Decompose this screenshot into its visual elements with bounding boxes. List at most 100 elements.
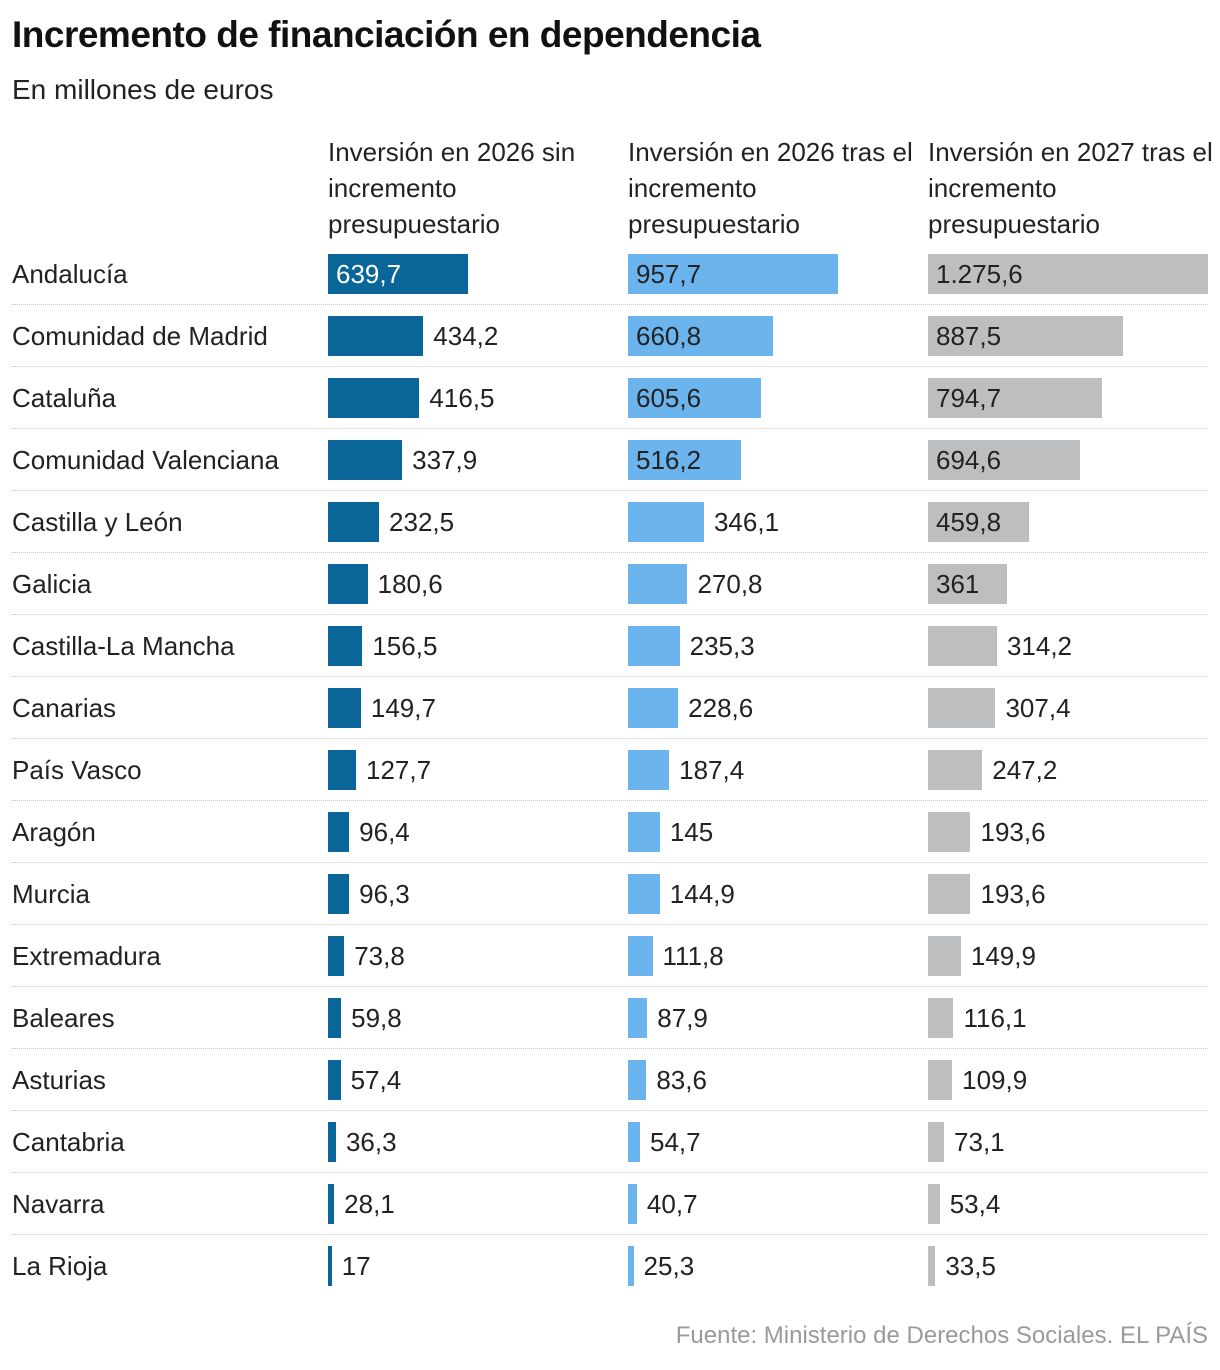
bar: [928, 998, 954, 1038]
row-separator: [12, 676, 1208, 677]
bar: [628, 936, 653, 976]
category-label: Asturias: [12, 1065, 106, 1095]
row-separator: [12, 614, 1208, 615]
value-label: 660,8: [636, 321, 702, 351]
bar: [328, 440, 403, 480]
row-separator: [12, 304, 1208, 305]
category-label: Castilla y León: [12, 507, 183, 537]
value-label: 1.275,6: [936, 259, 1023, 289]
category-label: Andalucía: [12, 259, 128, 289]
bar: [928, 378, 1103, 418]
bar: [328, 502, 380, 542]
bar: [628, 378, 761, 418]
value-label: 459,8: [936, 507, 1002, 537]
value-label: 156,5: [372, 631, 438, 661]
bar: [328, 812, 350, 852]
bar: [328, 1184, 335, 1224]
value-label: 149,9: [970, 941, 1036, 971]
value-label: 40,7: [646, 1189, 698, 1219]
value-label: 57,4: [350, 1065, 402, 1095]
category-label: Baleares: [12, 1003, 115, 1033]
value-label: 346,1: [713, 507, 780, 537]
bar: [928, 812, 971, 852]
bar: [928, 502, 1029, 542]
bar: [928, 750, 983, 790]
category-label: Cantabria: [12, 1127, 125, 1157]
value-label: 36,3: [345, 1127, 397, 1157]
value-label: 247,2: [992, 755, 1058, 785]
value-label: 270,8: [697, 569, 763, 599]
category-label: Navarra: [12, 1189, 105, 1219]
value-label: 59,8: [351, 1003, 402, 1033]
bar: [928, 626, 997, 666]
value-label: 639,7: [336, 259, 402, 289]
value-label: 83,6: [656, 1065, 707, 1095]
row-separator: [12, 800, 1208, 801]
bar: [628, 564, 688, 604]
bar: [328, 998, 342, 1038]
bar: [328, 254, 469, 294]
value-label: 53,4: [949, 1189, 1001, 1219]
value-label: 314,2: [1006, 631, 1073, 661]
value-label: 116,1: [963, 1003, 1027, 1033]
bar: [928, 936, 961, 976]
value-label: 109,9: [962, 1065, 1028, 1095]
value-label: 605,6: [636, 383, 702, 413]
value-label: 96,4: [359, 817, 410, 847]
row-separator: [12, 1048, 1208, 1049]
bar: [628, 502, 704, 542]
bar: [928, 1122, 945, 1162]
value-label: 361: [936, 569, 980, 599]
bar: [328, 564, 368, 604]
value-label: 694,6: [936, 445, 1002, 475]
bar: [328, 316, 424, 356]
category-label: La Rioja: [12, 1251, 108, 1281]
bar: [628, 874, 660, 914]
category-label: Murcia: [12, 879, 91, 909]
category-label: Extremadura: [12, 941, 161, 971]
value-label: 228,6: [688, 693, 754, 723]
row-separator: [12, 366, 1208, 367]
value-label: 54,7: [650, 1127, 701, 1157]
bar: [628, 440, 742, 480]
row-separator: [12, 1234, 1208, 1235]
value-label: 25,3: [643, 1251, 695, 1281]
column-header: Inversión en 2026 tras el incremento pre…: [628, 137, 913, 239]
bar: [628, 1060, 647, 1100]
bar: [928, 440, 1081, 480]
value-label: 193,6: [980, 879, 1046, 909]
value-label: 17: [341, 1251, 371, 1281]
value-label: 127,7: [366, 755, 432, 785]
bar: [628, 254, 839, 294]
bar: [628, 1246, 634, 1286]
bar: [628, 812, 660, 852]
category-label: Galicia: [12, 569, 92, 599]
bar: [928, 1246, 936, 1286]
value-label: 337,9: [412, 445, 478, 475]
value-label: 33,5: [945, 1251, 996, 1281]
bar: [328, 626, 363, 666]
value-label: 73,8: [354, 941, 405, 971]
bar: [328, 874, 350, 914]
value-label: 307,4: [1005, 693, 1071, 723]
value-label: 187,4: [679, 755, 745, 785]
chart-subtitle: En millones de euros: [12, 74, 274, 105]
category-label: Aragón: [12, 817, 96, 847]
bar: [328, 750, 357, 790]
value-label: 87,9: [657, 1003, 708, 1033]
bar: [928, 688, 996, 728]
value-label: 957,7: [636, 259, 702, 289]
value-label: 111,8: [662, 941, 724, 971]
value-label: 887,5: [936, 321, 1002, 351]
category-label: Cataluña: [12, 383, 117, 413]
row-separator: [12, 924, 1208, 925]
bar: [328, 378, 420, 418]
row-separator: [12, 1110, 1208, 1111]
category-label: Canarias: [12, 693, 117, 723]
row-separator: [12, 986, 1208, 987]
bar: [628, 750, 670, 790]
category-label: Comunidad de Madrid: [12, 321, 268, 351]
bar: [628, 1184, 637, 1224]
source-note: Fuente: Ministerio de Derechos Sociales.…: [675, 1322, 1208, 1349]
